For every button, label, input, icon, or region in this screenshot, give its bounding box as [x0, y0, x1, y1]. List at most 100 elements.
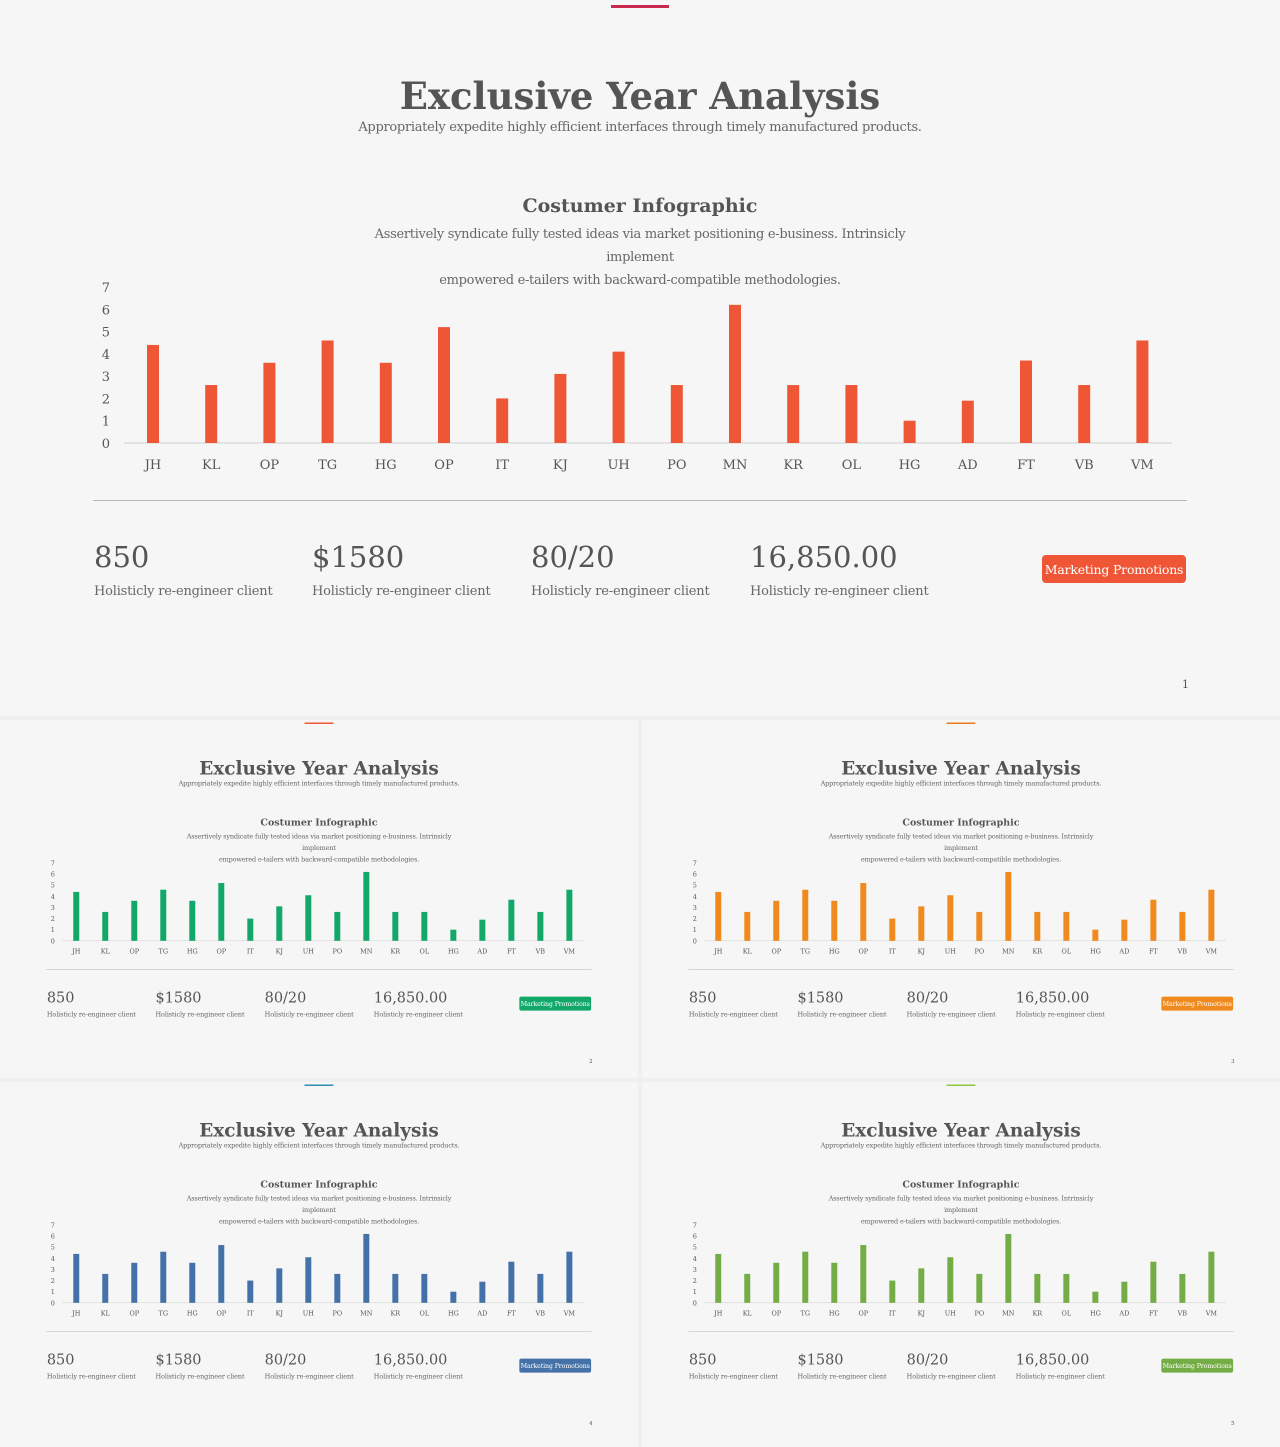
bar: [1020, 360, 1032, 443]
x-tick-label: KL: [101, 1310, 111, 1318]
x-tick-label: VM: [1205, 1310, 1218, 1318]
chart-title: Costumer Infographic: [260, 1179, 378, 1191]
bar: [276, 1268, 283, 1303]
stat-label: Holisticly re-engineer client: [531, 584, 710, 599]
stat-item: 16,850.00 Holisticly re-engineer client: [374, 989, 463, 1018]
bar: [1005, 1233, 1012, 1303]
y-tick-label: 4: [51, 893, 55, 901]
chart-description-line: Assertively syndicate fully tested ideas…: [374, 227, 906, 265]
bar: [1121, 919, 1128, 941]
y-tick-label: 5: [51, 1244, 55, 1252]
y-tick-label: 7: [51, 860, 55, 868]
y-tick-label: 0: [693, 1299, 697, 1307]
slide-content: Exclusive Year Analysis Appropriately ex…: [0, 720, 638, 1077]
marketing-promotions-button[interactable]: Marketing Promotions: [1161, 996, 1234, 1011]
stat-label: Holisticly re-engineer client: [264, 1011, 354, 1019]
y-tick-label: 6: [102, 303, 110, 318]
bar: [715, 891, 722, 941]
x-tick-label: KJ: [276, 1310, 284, 1318]
x-tick-label: HG: [1090, 1310, 1101, 1318]
x-tick-label: OP: [771, 948, 781, 956]
x-tick-label: UH: [607, 458, 629, 473]
x-tick-label: HG: [187, 1310, 198, 1318]
x-tick-label: KR: [1032, 948, 1043, 956]
page-title: Exclusive Year Analysis: [199, 756, 439, 779]
chart-description: Assertively syndicate fully tested ideas…: [826, 1193, 1095, 1227]
stat-value: 16,850.00: [1015, 1351, 1090, 1369]
y-tick-label: 7: [51, 1222, 55, 1230]
x-tick-label: VB: [535, 948, 546, 956]
stat-item: $1580 Holisticly re-engineer client: [156, 989, 245, 1018]
page-title: Exclusive Year Analysis: [841, 756, 1081, 779]
x-tick-label: PO: [332, 948, 342, 956]
marketing-promotions-button[interactable]: Marketing Promotions: [1042, 555, 1186, 583]
y-tick-label: 1: [102, 415, 110, 430]
x-tick-label: KJ: [276, 948, 284, 956]
stat-value: 16,850.00: [373, 989, 448, 1007]
bar: [744, 911, 751, 941]
x-tick-label: VM: [563, 1310, 576, 1318]
x-tick-label: UH: [303, 1310, 314, 1318]
stat-value: 16,850.00: [373, 1351, 448, 1369]
bar: [160, 1251, 167, 1303]
stat-item: 850 Holisticly re-engineer client: [94, 540, 273, 599]
bar: [537, 911, 544, 941]
x-tick-label: JH: [71, 1310, 81, 1318]
bar: [787, 385, 800, 443]
slide-content: Exclusive Year Analysis Appropriately ex…: [642, 720, 1280, 1077]
marketing-promotions-button[interactable]: Marketing Promotions: [519, 996, 592, 1011]
chart-description-line: empowered e-tailers with backward-compat…: [439, 273, 841, 288]
page-number: 1: [1182, 678, 1189, 691]
page-number: 4: [589, 1419, 593, 1427]
x-tick-label: JH: [713, 1310, 723, 1318]
x-tick-label: FT: [1149, 948, 1158, 956]
x-tick-label: TG: [801, 1310, 810, 1318]
stat-item: $1580 Holisticly re-engineer client: [156, 1351, 245, 1380]
slide-content: Exclusive Year Analysis Appropriately ex…: [0, 1082, 638, 1439]
bar: [1179, 1273, 1186, 1303]
y-tick-label: 5: [51, 882, 55, 890]
chart-description: Assertively syndicate fully tested ideas…: [184, 831, 453, 865]
chart-title: Costumer Infographic: [260, 817, 378, 829]
bar: [363, 871, 370, 941]
stat-label: Holisticly re-engineer client: [688, 1373, 778, 1381]
x-tick-label: UH: [945, 948, 956, 956]
x-tick-label: OP: [771, 1310, 781, 1318]
stat-label: Holisticly re-engineer client: [94, 584, 273, 599]
x-tick-label: MN: [360, 948, 373, 956]
x-tick-label: OP: [129, 948, 139, 956]
x-tick-label: PO: [974, 948, 984, 956]
bar: [73, 1253, 80, 1303]
y-tick-label: 3: [102, 370, 110, 385]
bar: [773, 900, 780, 941]
y-tick-label: 7: [102, 281, 110, 296]
page-title: Exclusive Year Analysis: [841, 1118, 1081, 1141]
stat-item: 16,850.00 Holisticly re-engineer client: [750, 540, 929, 599]
chart-description: Assertively syndicate fully tested ideas…: [184, 1193, 453, 1227]
x-tick-label: AD: [476, 1310, 487, 1318]
x-tick-label: KL: [743, 948, 753, 956]
bar: [189, 900, 196, 941]
x-tick-label: IT: [889, 948, 897, 956]
chart-description-line: empowered e-tailers with backward-compat…: [860, 1218, 1062, 1226]
marketing-promotions-button[interactable]: Marketing Promotions: [1161, 1358, 1234, 1373]
bar: [1063, 911, 1070, 941]
marketing-promotions-button[interactable]: Marketing Promotions: [519, 1358, 592, 1373]
bar: [131, 900, 138, 941]
x-tick-label: KJ: [918, 948, 926, 956]
x-tick-label: OL: [842, 458, 862, 473]
bar: [131, 1262, 138, 1303]
bar-chart: 0 1 2 3 4 5 6 7 JH KL OP TG HG OP IT KJ UH PO MN KR OL HG AD FT…: [51, 860, 585, 956]
x-tick-label: OL: [1062, 948, 1072, 956]
y-tick-label: 3: [693, 904, 697, 912]
bar: [1034, 911, 1041, 941]
x-tick-label: OP: [434, 458, 454, 473]
stat-label: Holisticly re-engineer client: [688, 1011, 778, 1019]
stat-item: $1580 Holisticly re-engineer client: [798, 1351, 887, 1380]
bar: [247, 1280, 254, 1303]
bar: [961, 400, 974, 443]
page-title: Exclusive Year Analysis: [399, 74, 881, 118]
chart-description-line: empowered e-tailers with backward-compat…: [218, 856, 420, 864]
x-tick-label: FT: [1149, 1310, 1158, 1318]
page-subtitle: Appropriately expedite highly efficient …: [820, 1141, 1102, 1150]
